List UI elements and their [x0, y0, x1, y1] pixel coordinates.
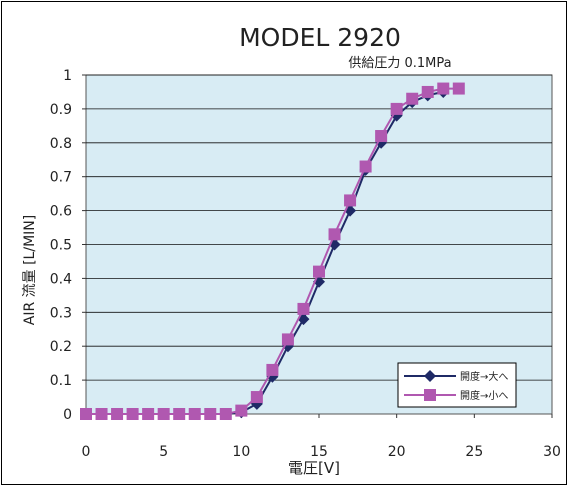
- data-point: [406, 92, 419, 105]
- legend-label: 開度→小へ: [460, 389, 508, 402]
- data-point: [219, 408, 232, 420]
- data-point: [328, 228, 341, 241]
- y-tick-label: 0: [63, 407, 72, 423]
- legend-item: 開度→大へ: [404, 370, 508, 383]
- legend-item: 開度→小へ: [404, 389, 508, 402]
- x-tick-label: 0: [82, 444, 91, 460]
- data-point: [111, 408, 124, 420]
- data-point: [188, 408, 201, 420]
- legend-label: 開度→大へ: [460, 370, 508, 383]
- chart-subtitle: 供給圧力 0.1MPa: [348, 56, 451, 71]
- data-point: [313, 265, 325, 278]
- data-point: [266, 363, 279, 376]
- series-2: [80, 82, 465, 420]
- x-axis-ticks: 0 5 10 15 20 25 30: [82, 414, 561, 460]
- data-point: [437, 82, 450, 95]
- legend-marker: [424, 370, 436, 382]
- data-point: [95, 408, 108, 420]
- data-point: [204, 408, 217, 420]
- data-point: [344, 194, 357, 207]
- data-point: [359, 160, 372, 173]
- data-point: [452, 82, 465, 95]
- y-tick-label: 0.1: [50, 373, 72, 389]
- x-tick-label: 15: [310, 444, 328, 460]
- grid-lines: [86, 74, 552, 381]
- y-tick-label: 0.6: [50, 204, 72, 220]
- data-point: [390, 102, 403, 115]
- y-tick-label: 0.3: [50, 305, 72, 321]
- legend-marker: [424, 389, 436, 401]
- y-tick-label: 0.7: [50, 170, 72, 186]
- series-layer: [80, 82, 465, 420]
- data-point: [142, 408, 155, 420]
- y-tick-label: 0.9: [50, 102, 72, 118]
- y-tick-label: 0.2: [50, 339, 72, 355]
- data-point: [173, 408, 186, 420]
- x-tick-label: 20: [388, 444, 406, 460]
- data-point: [157, 408, 170, 420]
- chart-title: MODEL 2920: [239, 23, 401, 52]
- data-point: [80, 408, 92, 420]
- y-tick-label: 0.5: [50, 238, 72, 254]
- data-point: [297, 302, 310, 315]
- y-tick-label: 0.4: [50, 271, 72, 287]
- data-point: [126, 408, 139, 420]
- y-axis-ticks: 0 0.1 0.2 0.3 0.4 0.5 0.6 0.7 0.8 0.9 1: [50, 68, 86, 423]
- x-tick-label: 10: [232, 444, 250, 460]
- y-tick-label: 0.8: [50, 136, 72, 152]
- x-tick-label: 5: [159, 444, 168, 460]
- x-tick-label: 25: [465, 444, 483, 460]
- data-point: [375, 130, 388, 143]
- x-axis-label: 電圧[V]: [288, 459, 340, 477]
- legend-box: [397, 362, 517, 408]
- y-axis-label: AIR 流量 [L/MIN]: [22, 215, 38, 325]
- data-point: [235, 404, 248, 417]
- data-point: [421, 85, 434, 98]
- x-tick-label: 30: [543, 444, 561, 460]
- y-tick-label: 1: [63, 68, 72, 84]
- data-point: [250, 391, 263, 404]
- data-point: [281, 333, 294, 346]
